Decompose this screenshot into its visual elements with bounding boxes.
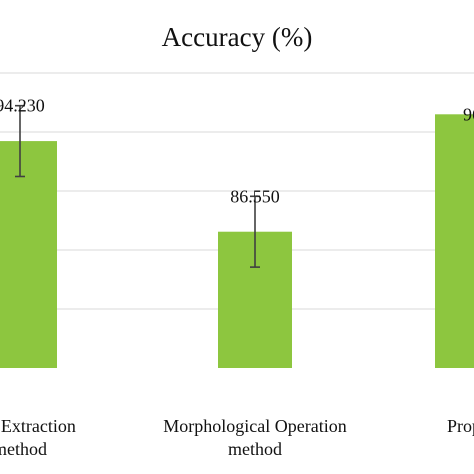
- bars: [0, 104, 474, 368]
- data-label-0: 94.230: [0, 96, 45, 116]
- category-label-2-line-0: Propos: [447, 416, 474, 436]
- data-label-2: 96: [463, 104, 474, 124]
- gridlines: [0, 72, 474, 310]
- category-label-0-line-1: method: [0, 439, 47, 459]
- category-labels: Tree Extraction method Morphological Opera…: [0, 416, 474, 459]
- data-label-1: 86.550: [230, 186, 280, 206]
- category-label-1-line-1: method: [228, 439, 282, 459]
- category-label-1-line-0: Morphological Operation: [163, 416, 346, 436]
- bar-0: [0, 141, 57, 368]
- data-labels: 94.230 86.550 96: [0, 96, 474, 207]
- chart-title: Accuracy (%): [162, 22, 313, 52]
- bar-2: [435, 114, 474, 368]
- category-label-0-line-0: Tree Extraction: [0, 416, 76, 436]
